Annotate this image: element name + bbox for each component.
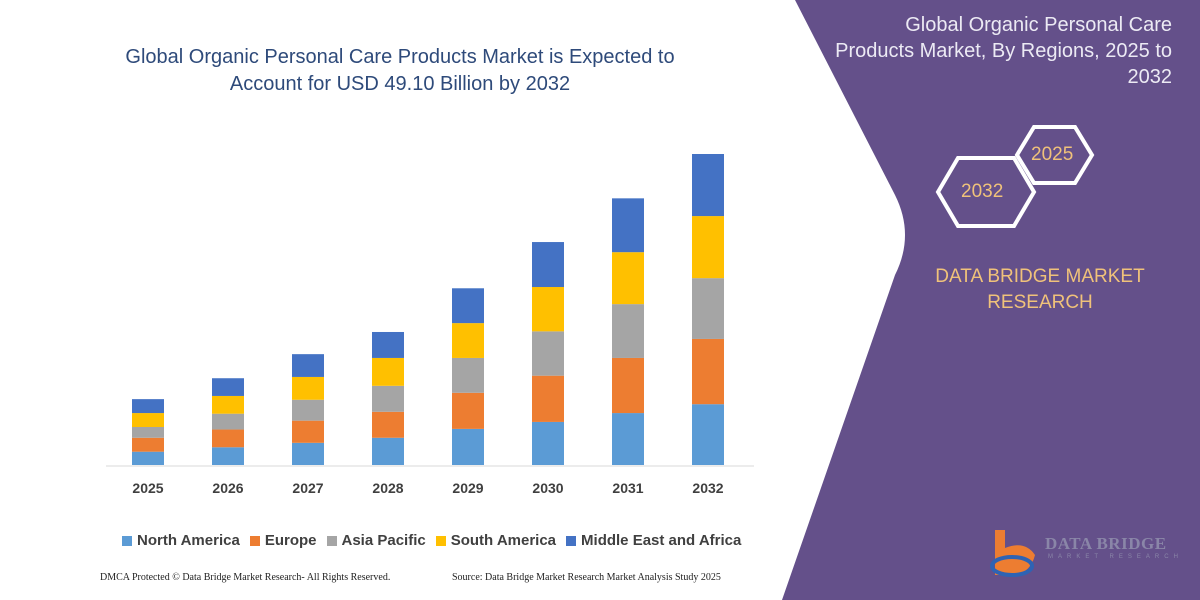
bar-segment-2032-middle-east-and-africa — [692, 154, 724, 217]
source-text: Source: Data Bridge Market Research Mark… — [452, 572, 721, 583]
bar-segment-2026-middle-east-and-africa — [212, 378, 244, 396]
chart-title: Global Organic Personal Care Products Ma… — [125, 46, 675, 95]
bar-segment-2031-north-america — [612, 413, 644, 465]
bar-segment-2032-europe — [692, 338, 724, 405]
bar-segment-2026-europe — [212, 429, 244, 448]
bar-segment-2030-south-america — [532, 287, 564, 332]
bar-segment-2032-south-america — [692, 216, 724, 279]
x-tick-label: 2025 — [132, 480, 164, 496]
bar-segment-2027-north-america — [292, 442, 324, 465]
bar-segment-2025-middle-east-and-africa — [132, 399, 164, 414]
logo-text: DATA BRIDGE — [1045, 534, 1167, 553]
x-tick-label: 2027 — [292, 480, 324, 496]
bar-segment-2028-asia-pacific — [372, 385, 404, 412]
bar-segment-2031-middle-east-and-africa — [612, 198, 644, 253]
bar-segment-2030-middle-east-and-africa — [532, 242, 564, 288]
legend-label: Middle East and Africa — [581, 532, 742, 549]
brand-text: DATA BRIDGE MARKET RESEARCH — [935, 266, 1145, 313]
side-panel-title: Global Organic Personal Care Products Ma… — [835, 14, 1172, 88]
legend-swatch — [566, 535, 577, 546]
bar-segment-2031-asia-pacific — [612, 304, 644, 358]
bar-segment-2025-north-america — [132, 451, 164, 465]
bar-segment-2026-asia-pacific — [212, 413, 244, 430]
bars — [132, 154, 724, 465]
x-tick-label: 2026 — [212, 480, 244, 496]
x-tick-label: 2029 — [452, 480, 484, 496]
legend-item: Asia Pacific — [326, 532, 426, 549]
x-tick-label: 2030 — [532, 480, 564, 496]
bar-segment-2028-south-america — [372, 357, 404, 386]
bar-segment-2031-europe — [612, 357, 644, 414]
x-tick-label: 2031 — [612, 480, 644, 496]
bar-segment-2030-europe — [532, 375, 564, 422]
legend-swatch — [435, 535, 446, 546]
bar-segment-2025-asia-pacific — [132, 426, 164, 438]
bar-segment-2029-south-america — [452, 323, 484, 358]
bar-segment-2026-north-america — [212, 447, 244, 465]
hex-label-2032: 2032 — [961, 181, 1004, 202]
legend-swatch — [249, 535, 260, 546]
hex-2025 — [1014, 125, 1095, 185]
bar-segment-2027-middle-east-and-africa — [292, 354, 324, 377]
legend-item: South America — [435, 532, 557, 549]
legend-swatch — [326, 535, 337, 546]
bar-segment-2027-europe — [292, 420, 324, 443]
bar-segment-2029-north-america — [452, 428, 484, 465]
legend-swatch — [122, 535, 132, 546]
bar-segment-2028-north-america — [372, 437, 404, 465]
legend-label: South America — [450, 532, 557, 549]
bar-segment-2032-north-america — [692, 404, 724, 465]
logo-subtext: MARKET RESEARCH — [1048, 554, 1183, 560]
bar-segment-2027-south-america — [292, 376, 324, 400]
bar-segment-2025-europe — [132, 437, 164, 452]
legend-item: North America — [122, 532, 240, 549]
bar-segment-2030-asia-pacific — [532, 331, 564, 376]
bar-segment-2031-south-america — [612, 252, 644, 305]
legend-label: Asia Pacific — [341, 532, 426, 549]
bar-segment-2030-north-america — [532, 421, 564, 465]
bar-segment-2032-asia-pacific — [692, 278, 724, 339]
copyright-text: DMCA Protected © Data Bridge Market Rese… — [100, 572, 391, 583]
bar-segment-2029-europe — [452, 392, 484, 429]
bar-segment-2029-asia-pacific — [452, 357, 484, 393]
bar-segment-2028-europe — [372, 411, 404, 438]
bar-segment-2028-middle-east-and-africa — [372, 331, 404, 358]
logo-icon — [990, 530, 1035, 577]
hex-label-2025: 2025 — [1031, 144, 1074, 165]
bar-segment-2026-south-america — [212, 395, 244, 414]
bar-segment-2025-south-america — [132, 413, 164, 427]
legend-item: Middle East and Africa — [566, 532, 741, 549]
side-panel — [782, 0, 1200, 600]
bar-segment-2029-middle-east-and-africa — [452, 288, 484, 324]
legend-label: Europe — [264, 532, 317, 549]
legend-item: Europe — [249, 532, 317, 549]
hex-2032 — [935, 156, 1037, 228]
bar-segment-2027-asia-pacific — [292, 399, 324, 421]
legend: North America Europe Asia Pacific South … — [122, 532, 741, 549]
x-tick-label: 2028 — [372, 480, 404, 496]
legend-label: North America — [137, 532, 240, 549]
x-tick-label: 2032 — [692, 480, 724, 496]
